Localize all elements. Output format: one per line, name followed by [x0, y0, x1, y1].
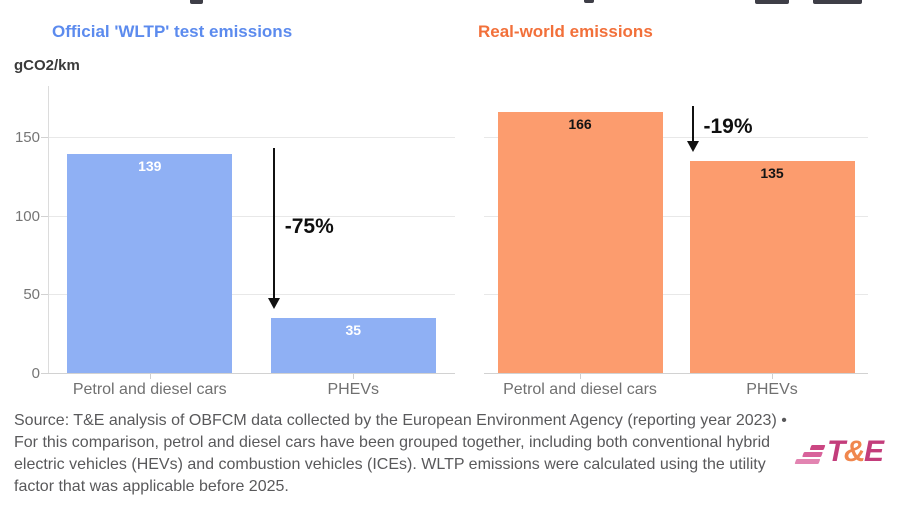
right-chart-title: Real-world emissions [478, 22, 653, 41]
category-label-petrol-and-diesel-cars: Petrol and diesel cars [503, 381, 657, 398]
cut-off-title-fragment [190, 0, 203, 4]
reduction-annotation: -19% [703, 114, 753, 138]
y-tick-150 [41, 137, 48, 138]
bar-value-label: 35 [345, 321, 362, 338]
te-logo-speedlines-icon [793, 444, 826, 464]
gridline-100 [48, 215, 455, 217]
cut-off-legend-fragment [813, 0, 862, 4]
y-tick-label-100: 100 [14, 207, 40, 225]
bar-value-label: 139 [138, 158, 162, 175]
category-label-phevs: PHEVs [327, 381, 380, 398]
y-tick-0 [41, 373, 48, 374]
cut-off-legend-fragment [755, 0, 789, 4]
x-tick [149, 374, 151, 379]
bar-wltp-phevs [270, 317, 436, 373]
source-note: Source: T&E analysis of OBFCM data colle… [14, 410, 787, 498]
gridline-100 [484, 215, 868, 217]
te-logo-text: T&E [827, 435, 884, 468]
y-tick-label-50: 50 [23, 286, 40, 304]
x-tick [772, 374, 773, 379]
bar-value-label: 166 [568, 115, 592, 132]
te-logo: T&E [793, 435, 884, 468]
y-axis-line [48, 86, 49, 373]
bar-wltp-petrol-and-diesel-cars [67, 154, 233, 373]
source-line: For this comparison, petrol and diesel c… [14, 434, 771, 451]
reduction-annotation: -75% [284, 214, 334, 238]
x-axis-baseline [484, 373, 868, 374]
logo-ampersand: & [843, 435, 866, 468]
bar-value-label: 135 [760, 164, 784, 181]
gridline-50 [48, 294, 455, 296]
y-tick-label-150: 150 [14, 129, 40, 146]
y-tick-50 [41, 294, 48, 296]
gridline-150 [484, 137, 868, 138]
reduction-arrow [272, 148, 275, 298]
reduction-arrow-head [686, 140, 699, 152]
category-label-petrol-and-diesel-cars: Petrol and diesel cars [72, 381, 227, 398]
y-tick-100 [41, 215, 48, 217]
cut-off-title-fragment [584, 0, 594, 3]
y-axis-unit-label: gCO2/km [14, 57, 80, 74]
gridline-150 [48, 137, 455, 138]
reduction-arrow [691, 105, 694, 141]
gridline-50 [484, 294, 868, 296]
logo-letter-t: T [827, 435, 845, 468]
source-line: electric vehicles (HEVs) and combustion … [14, 456, 766, 473]
source-line: Source: T&E analysis of OBFCM data colle… [14, 412, 787, 429]
bar-real-world-phevs [689, 160, 855, 373]
source-line: factor that was applicable before 2025. [14, 478, 289, 495]
logo-letter-e: E [864, 435, 884, 468]
bar-real-world-petrol-and-diesel-cars [497, 111, 663, 373]
y-tick-label-0: 0 [31, 365, 40, 382]
x-axis-baseline [48, 373, 455, 374]
x-tick [580, 374, 581, 379]
category-label-phevs: PHEVs [746, 381, 798, 398]
reduction-arrow-head [267, 297, 280, 309]
left-chart-title: Official 'WLTP' test emissions [52, 22, 293, 41]
x-tick [353, 374, 355, 379]
